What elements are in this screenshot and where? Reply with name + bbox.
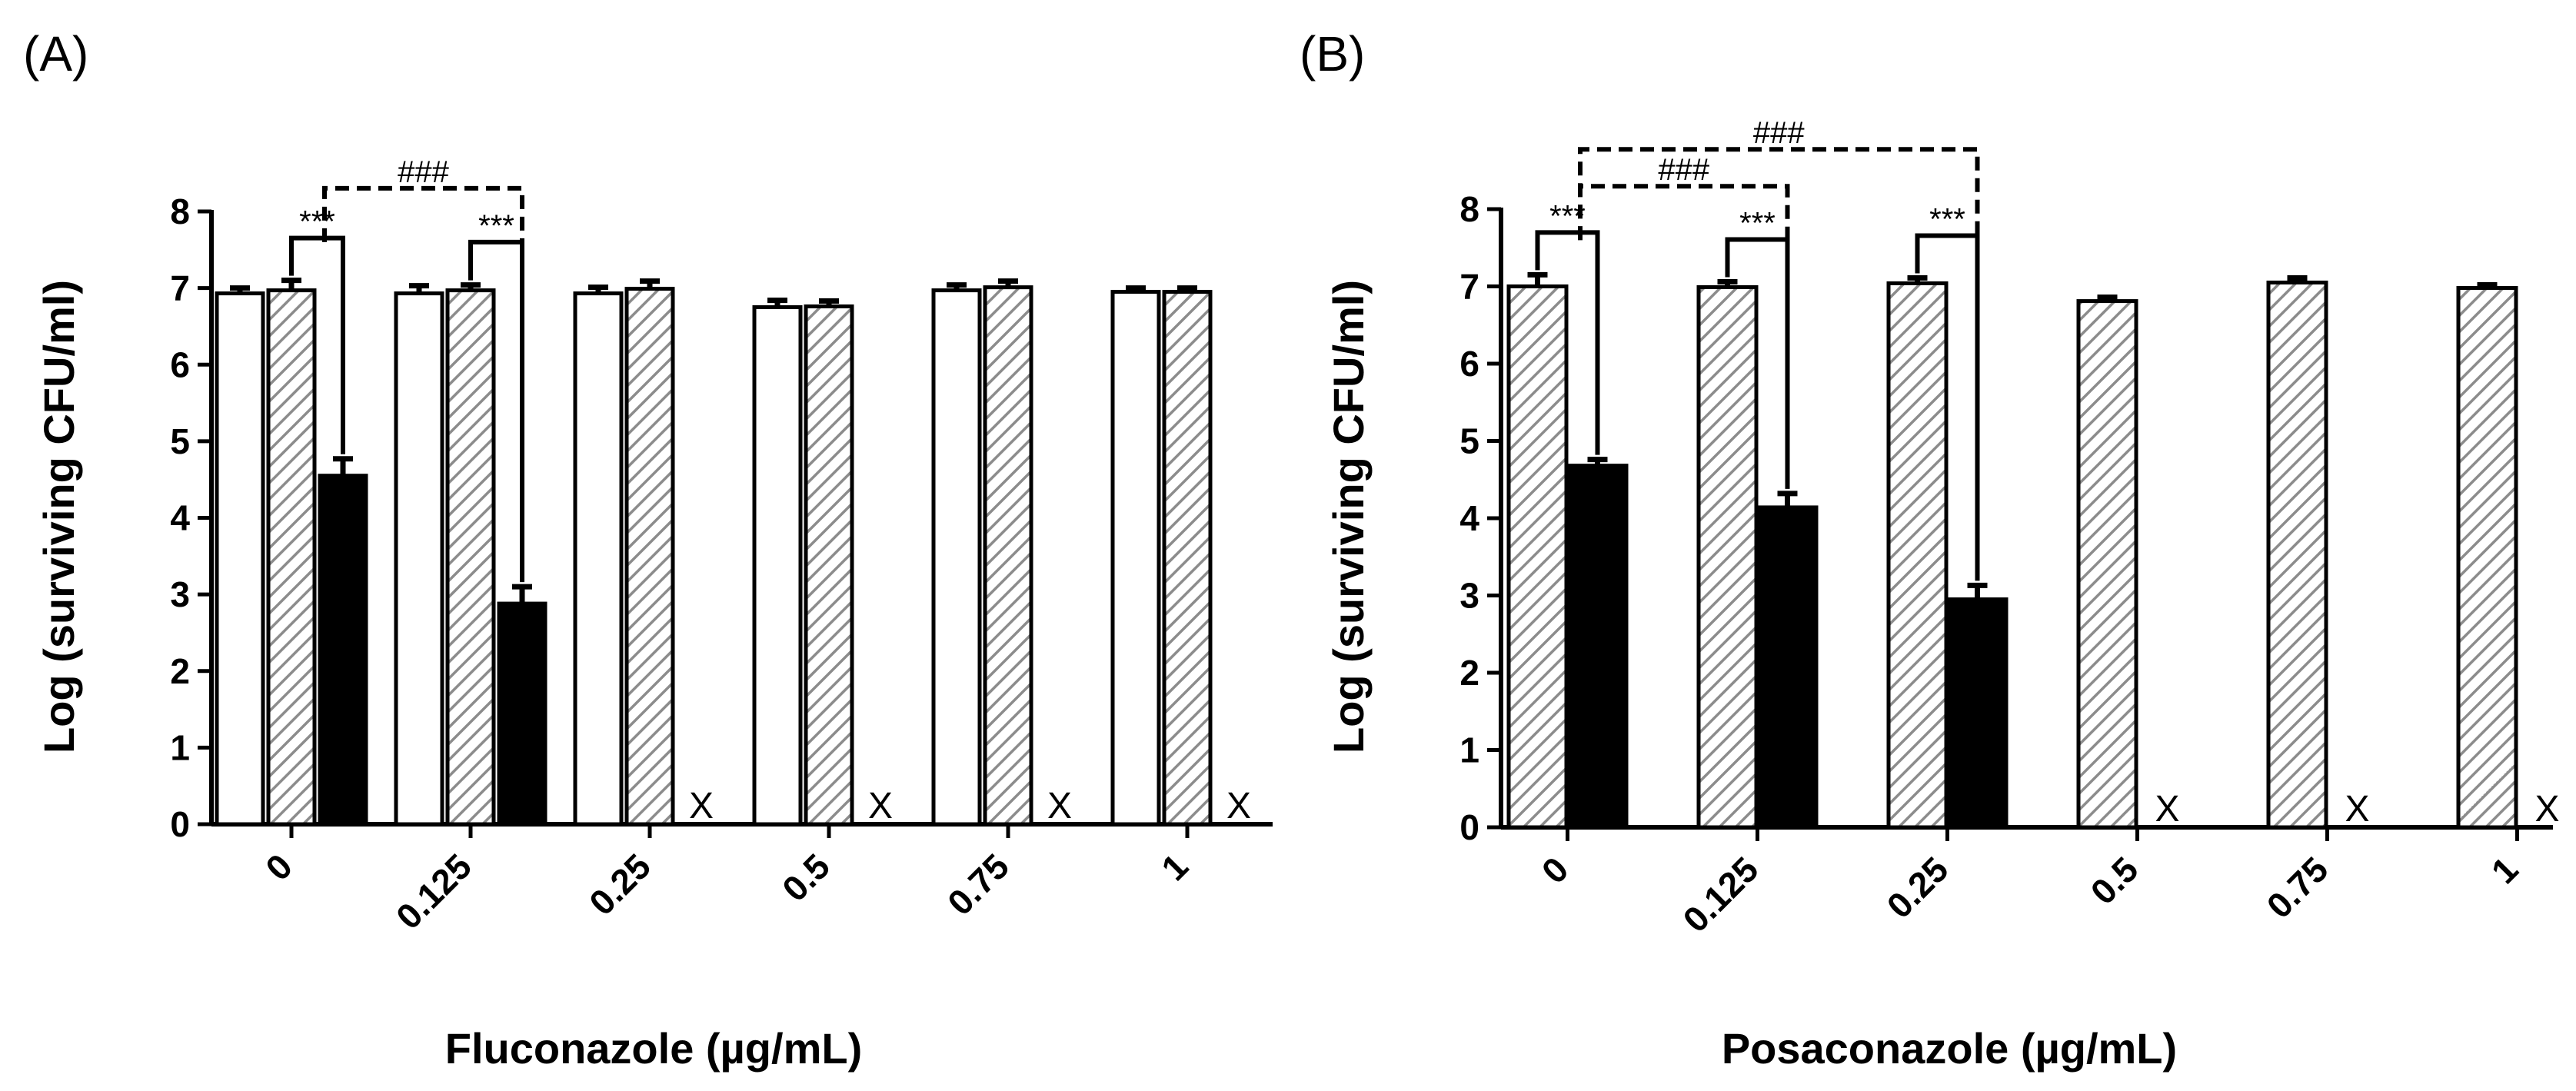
panel-b-bar-hatched bbox=[2266, 280, 2328, 830]
panel-a-x-tick-label: 0.25 bbox=[581, 846, 658, 923]
panel-b-x-tick-label: 0.25 bbox=[1879, 849, 1955, 926]
panel-a-x-tick-label: 0.5 bbox=[774, 846, 837, 909]
panel-a-x-tick-label: 0 bbox=[258, 846, 300, 888]
panel-a-y-tick-label: 8 bbox=[170, 191, 190, 231]
panel-b-y-tick-label: 5 bbox=[1459, 421, 1479, 461]
panel-a-no-growth-mark: X bbox=[1047, 786, 1072, 827]
panel-a-y-tick-label: 7 bbox=[170, 268, 190, 308]
panel-b-significance-label: *** bbox=[1929, 202, 1965, 236]
panel-a-bar-open bbox=[215, 291, 265, 827]
panel-a-y-tick-label: 3 bbox=[170, 574, 190, 614]
panel-a-bar-open bbox=[931, 288, 982, 827]
panel-b-bar-hatched bbox=[2076, 299, 2138, 830]
panel-b-y-tick-label: 7 bbox=[1459, 267, 1479, 307]
panel-a-significance-bracket bbox=[468, 239, 524, 583]
panel-a-bar-hatched bbox=[983, 285, 1033, 827]
panel-a-y-tick-label: 0 bbox=[170, 804, 190, 844]
panel-b-significance-bracket bbox=[1535, 230, 1600, 455]
panel-b-x-tick-label: 1 bbox=[2484, 849, 2526, 891]
panel-a-bar-open bbox=[752, 305, 803, 827]
panel-b-bar-solid bbox=[1566, 464, 1629, 830]
panel-a-bar-hatched bbox=[445, 288, 496, 827]
panel-b-significance-bracket bbox=[1725, 237, 1790, 489]
panel-a-bar-hatched bbox=[1162, 290, 1213, 827]
panel-b-bar-solid bbox=[1756, 505, 1819, 830]
panel-a-no-growth-mark: X bbox=[689, 786, 714, 827]
panel-a-x-tick-label: 0.75 bbox=[940, 846, 1017, 923]
panel-b-y-tick-label: 6 bbox=[1459, 344, 1479, 384]
panel-a-y-tick-label: 2 bbox=[170, 651, 190, 691]
panel-a-y-axis-title: Log (surviving CFU/ml) bbox=[35, 280, 83, 753]
panel-b-y-tick-label: 1 bbox=[1459, 730, 1479, 770]
panel-a-x-axis-title: Fluconazole (µg/mL) bbox=[445, 1024, 862, 1073]
panel-b-comparison-label: ### bbox=[1753, 116, 1805, 150]
panel-b-y-tick-label: 2 bbox=[1459, 653, 1479, 693]
panel-a-comparison-bracket bbox=[322, 185, 524, 242]
panel-b-bar-hatched bbox=[2456, 286, 2518, 830]
panel-a-significance-bracket bbox=[289, 235, 345, 454]
panel-b-x-tick-label: 0.75 bbox=[2258, 849, 2335, 926]
panel-b-x-tick-label: 0 bbox=[1534, 849, 1576, 891]
panel-b-significance-bracket bbox=[1915, 233, 1980, 581]
panel-b-bar-solid bbox=[1946, 597, 2009, 830]
panel-b-chart: (B) Posaconazole (µg/mL) Log (surviving … bbox=[1300, 26, 2560, 1073]
panel-b-label: (B) bbox=[1300, 26, 1365, 81]
panel-b-no-growth-mark: X bbox=[2534, 789, 2559, 830]
panel-a-bar-hatched bbox=[624, 287, 675, 827]
panel-a-x-tick-label: 1 bbox=[1153, 846, 1196, 888]
panel-a-significance-label: *** bbox=[299, 205, 335, 239]
panel-b-y-tick-label: 3 bbox=[1459, 576, 1479, 616]
panel-a-y-tick-label: 4 bbox=[170, 498, 190, 538]
panel-a-bar-solid bbox=[318, 474, 368, 827]
panel-a-no-growth-mark: X bbox=[1226, 786, 1251, 827]
panel-a-comparison-label: ### bbox=[398, 155, 449, 189]
panel-a-bar-solid bbox=[497, 601, 547, 827]
panel-a-chart: (A) Fluconazole (µg/mL) Log (surviving C… bbox=[23, 26, 1273, 1073]
panel-a-bar-open bbox=[394, 291, 444, 827]
panel-b-no-growth-mark: X bbox=[2345, 789, 2369, 830]
panel-a-y-tick-label: 5 bbox=[170, 421, 190, 461]
panel-a-bar-hatched bbox=[804, 304, 854, 827]
panel-b-y-tick-label: 8 bbox=[1459, 189, 1479, 229]
panel-b-y-axis-title: Log (surviving CFU/ml) bbox=[1324, 280, 1373, 753]
panel-a-label: (A) bbox=[23, 26, 88, 81]
panel-a-significance-label: *** bbox=[478, 209, 514, 243]
panel-a-y-tick-label: 6 bbox=[170, 344, 190, 384]
panel-b-y-tick-label: 0 bbox=[1459, 807, 1479, 847]
panel-b-bar-hatched bbox=[1696, 285, 1759, 830]
panel-a-y-tick-label: 1 bbox=[170, 727, 190, 767]
panel-b-bar-hatched bbox=[1506, 284, 1569, 830]
panel-a-x-tick-label: 0.125 bbox=[388, 846, 479, 936]
panel-b-x-axis-title: Posaconazole (µg/mL) bbox=[1722, 1024, 2177, 1073]
panel-a-no-growth-mark: X bbox=[868, 786, 893, 827]
panel-b-x-tick-label: 0.5 bbox=[2083, 849, 2146, 912]
panel-b-bar-hatched bbox=[1886, 281, 1949, 830]
panel-b-y-tick-label: 4 bbox=[1459, 498, 1479, 538]
panel-b-comparison-label: ### bbox=[1658, 153, 1709, 187]
panel-a-bar-hatched bbox=[266, 288, 317, 827]
panel-a-bar-open bbox=[1110, 290, 1161, 827]
panel-b-comparison-bracket bbox=[1578, 147, 1980, 241]
panel-b-no-growth-mark: X bbox=[2155, 789, 2179, 830]
panel-a-bar-open bbox=[573, 291, 624, 827]
panel-b-x-tick-label: 0.125 bbox=[1675, 849, 1766, 940]
panel-b-significance-label: *** bbox=[1739, 206, 1776, 240]
